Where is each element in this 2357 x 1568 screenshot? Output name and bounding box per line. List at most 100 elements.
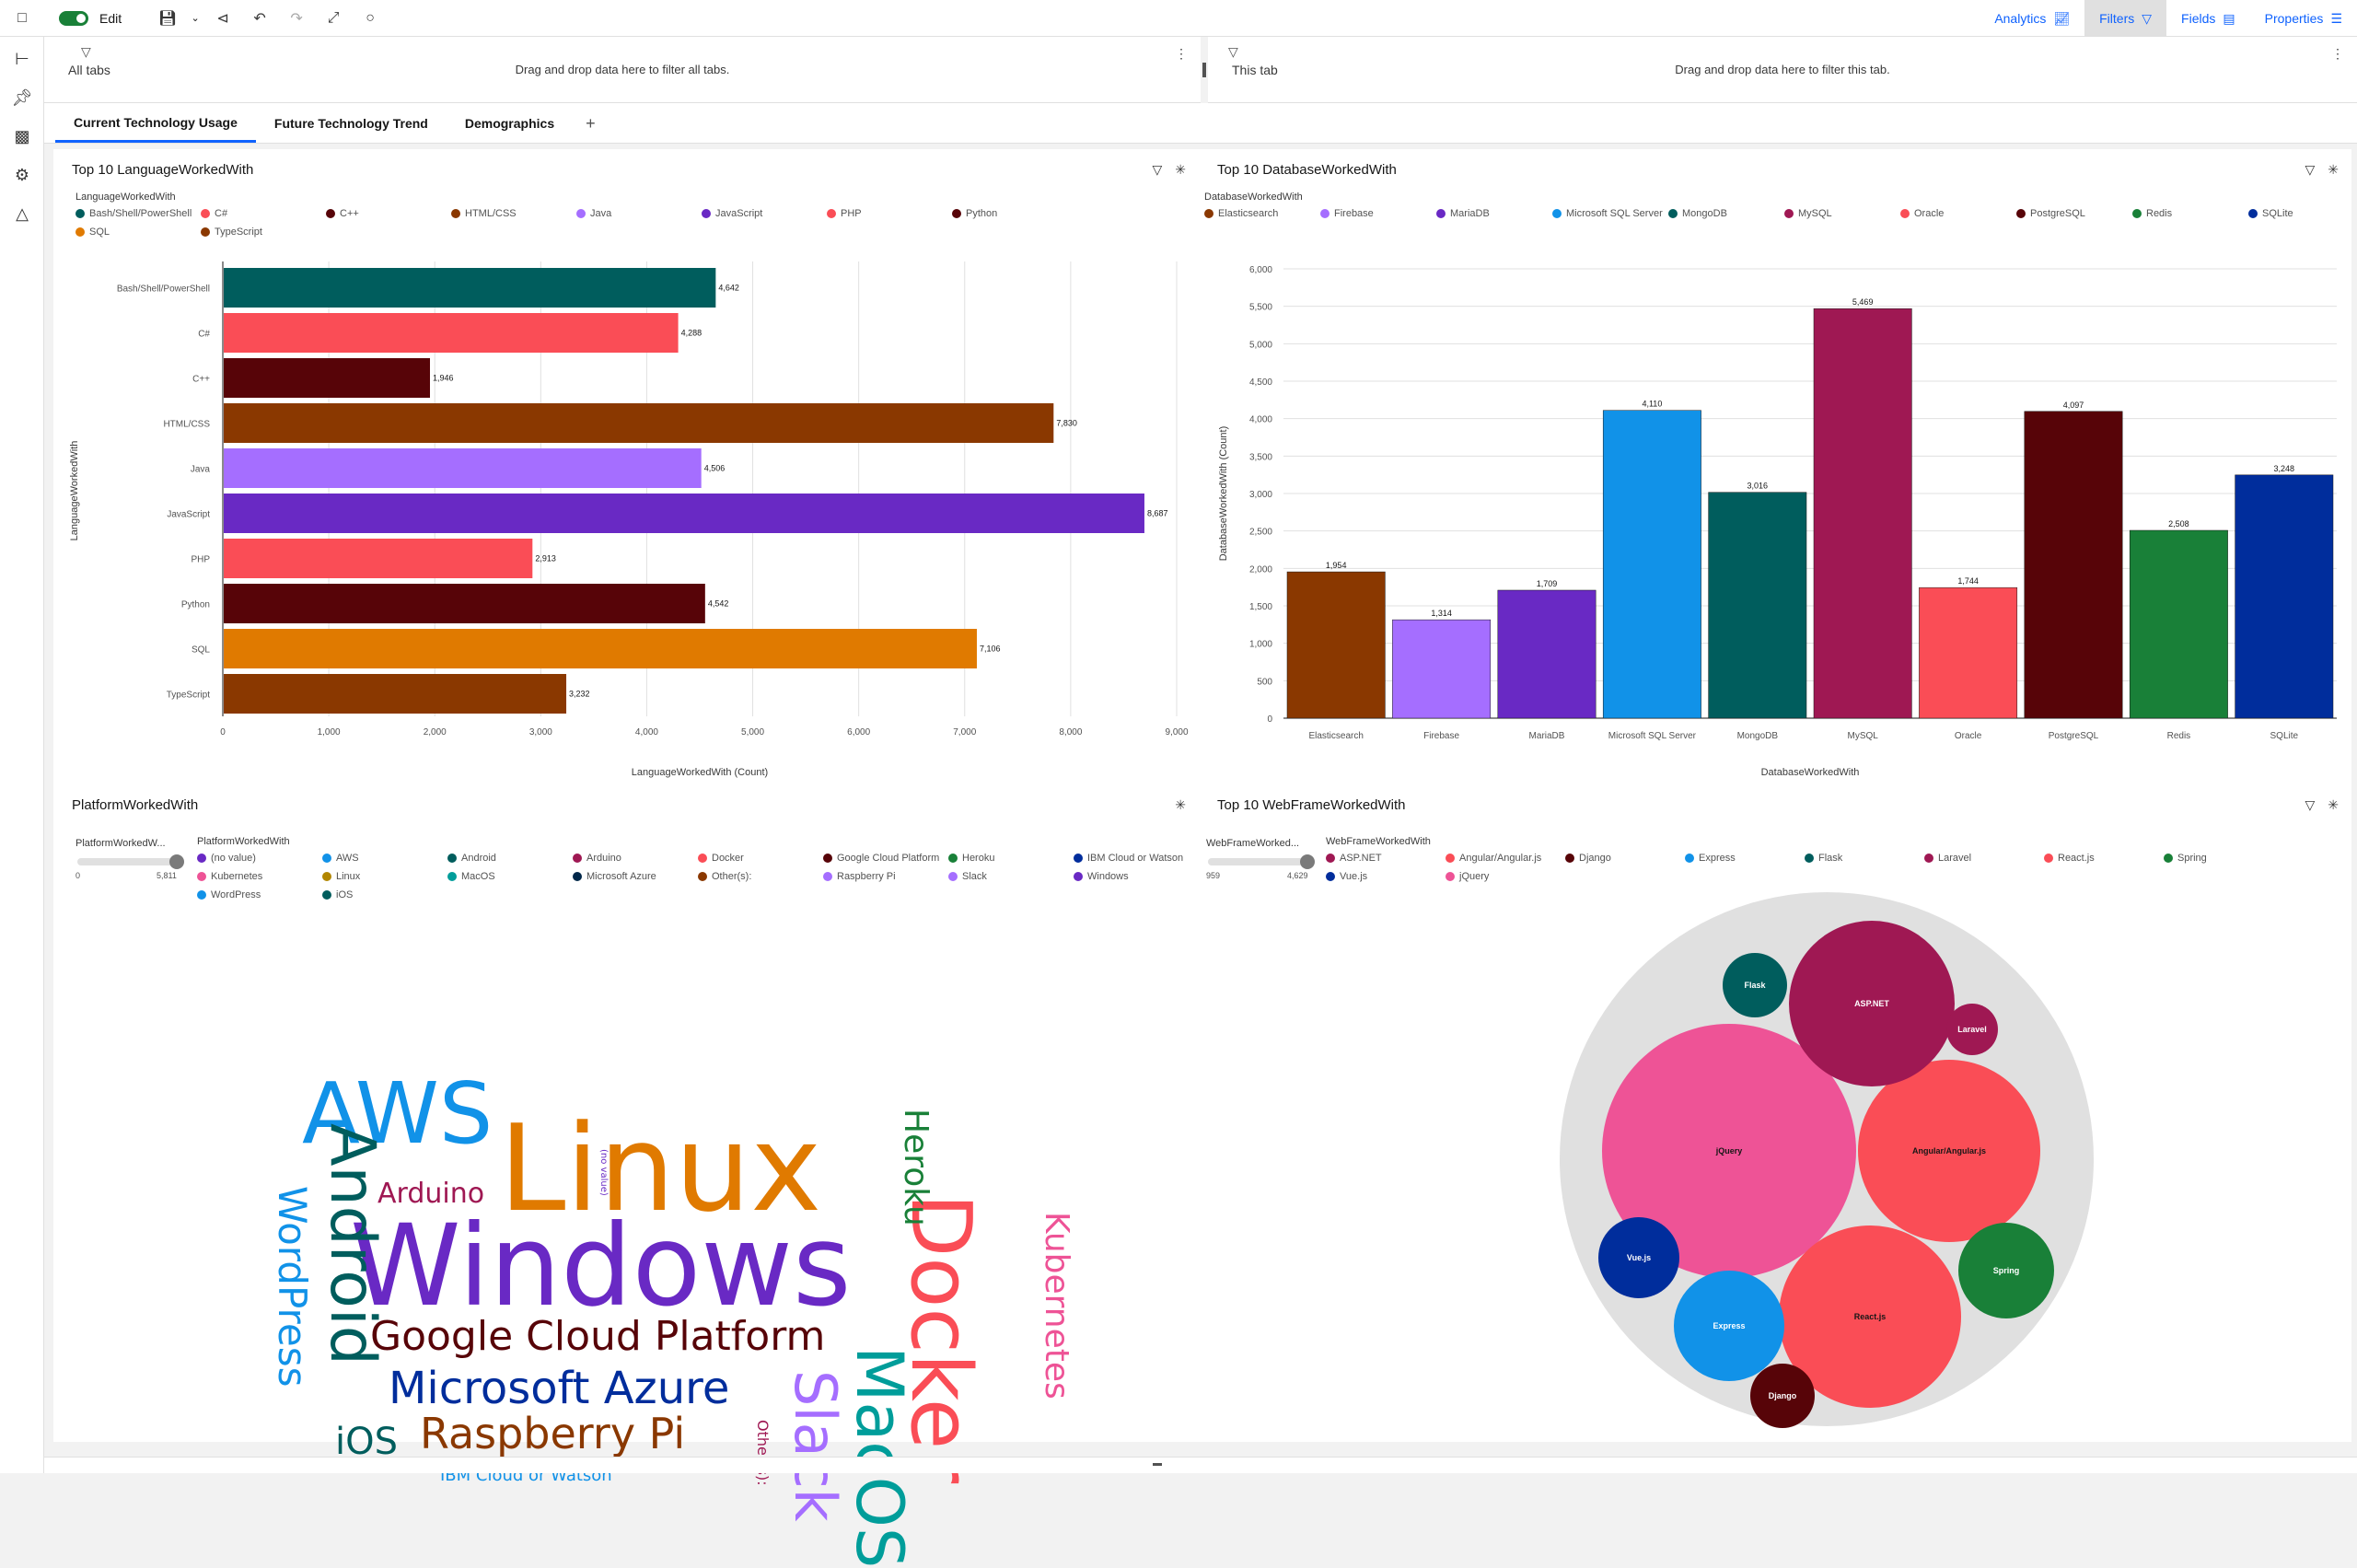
legend-item[interactable]: PHP: [827, 208, 862, 219]
word-cloud-word[interactable]: Kubernetes: [1038, 1212, 1075, 1400]
all-tabs-filter[interactable]: ▽ All tabs Drag and drop data here to fi…: [44, 37, 1201, 103]
legend-item[interactable]: SQL: [75, 226, 110, 238]
share-icon[interactable]: ⊲: [216, 10, 229, 27]
assistant-icon[interactable]: ⚙: [14, 165, 30, 184]
filters-button[interactable]: Filters ▽: [2084, 0, 2167, 37]
filter-icon[interactable]: ▽: [2305, 797, 2316, 812]
edit-toggle[interactable]: [59, 10, 88, 26]
legend-item[interactable]: (no value): [197, 853, 256, 864]
legend-item[interactable]: TypeScript: [201, 226, 262, 238]
visualizations-icon[interactable]: ▩: [14, 126, 30, 145]
word-cloud-word[interactable]: Arduino: [377, 1178, 485, 1210]
word-cloud-word[interactable]: iOS: [335, 1421, 398, 1463]
filter-splitter[interactable]: [1202, 63, 1206, 77]
panel-resize-handle[interactable]: ▬: [1153, 1458, 1162, 1469]
relationship-icon[interactable]: ○: [366, 9, 375, 26]
legend-item[interactable]: ASP.NET: [1326, 853, 1382, 864]
legend-item[interactable]: Python: [952, 208, 997, 219]
legend-item[interactable]: C#: [201, 208, 227, 219]
legend-item[interactable]: Google Cloud Platform: [823, 853, 939, 864]
redo-icon[interactable]: ↷: [290, 10, 303, 27]
focus-icon[interactable]: ✳: [2328, 162, 2339, 177]
language-widget[interactable]: Top 10 LanguageWorkedWith ▽ ✳ LanguageWo…: [53, 149, 1199, 784]
comment-icon[interactable]: □: [17, 9, 27, 26]
legend-item[interactable]: Linux: [322, 871, 360, 882]
legend-item[interactable]: React.js: [2044, 853, 2095, 864]
legend-item[interactable]: Vue.js: [1326, 871, 1367, 882]
properties-button[interactable]: Properties ☰: [2264, 10, 2342, 27]
legend-item[interactable]: MariaDB: [1436, 208, 1490, 219]
save-icon[interactable]: 💾︎: [157, 10, 178, 27]
tab-demographics[interactable]: Demographics: [464, 116, 555, 131]
legend-item[interactable]: Firebase: [1320, 208, 1374, 219]
legend-item[interactable]: PostgreSQL: [2016, 208, 2085, 219]
word-cloud-word[interactable]: Linux: [499, 1098, 822, 1238]
legend-item[interactable]: SQLite: [2248, 208, 2293, 219]
word-cloud-word[interactable]: Raspberry Pi: [420, 1409, 686, 1458]
focus-icon[interactable]: ✳: [1175, 162, 1186, 177]
fields-button[interactable]: Fields ▤: [2181, 10, 2235, 27]
legend-item[interactable]: JavaScript: [702, 208, 762, 219]
legend-item[interactable]: C++: [326, 208, 359, 219]
word-cloud-word[interactable]: Other(s):: [754, 1420, 772, 1486]
legend-item[interactable]: MongoDB: [1668, 208, 1727, 219]
legend-item[interactable]: MacOS: [447, 871, 495, 882]
legend-item[interactable]: Redis: [2132, 208, 2172, 219]
legend-item[interactable]: Java: [576, 208, 611, 219]
legend-item[interactable]: Android: [447, 853, 496, 864]
overflow-menu-icon[interactable]: ⋮: [2331, 46, 2344, 61]
slider-knob-max[interactable]: [1300, 854, 1315, 869]
word-cloud-word[interactable]: Microsoft Azure: [389, 1363, 730, 1414]
legend-item[interactable]: Elasticsearch: [1204, 208, 1278, 219]
save-dropdown-chevron-icon[interactable]: ⌄: [191, 13, 200, 24]
tab-future-technology-trend[interactable]: Future Technology Trend: [273, 116, 428, 131]
legend-item[interactable]: jQuery: [1446, 871, 1489, 882]
focus-icon[interactable]: ✳: [1175, 797, 1186, 812]
legend-item[interactable]: HTML/CSS: [451, 208, 517, 219]
legend-item[interactable]: Microsoft SQL Server: [1552, 208, 1663, 219]
legend-item[interactable]: Docker: [698, 853, 744, 864]
pin-icon[interactable]: 📌︎: [11, 87, 33, 107]
platform-widget[interactable]: PlatformWorkedWith ✳ PlatformWorkedW... …: [53, 784, 1199, 1568]
legend-item[interactable]: Slack: [948, 871, 987, 882]
range-slider[interactable]: [77, 854, 184, 869]
overflow-menu-icon[interactable]: ⋮: [1175, 46, 1188, 61]
collapse-icon[interactable]: ⤢: [327, 9, 340, 26]
legend-item[interactable]: Spring: [2164, 853, 2207, 864]
legend-item[interactable]: WordPress: [197, 889, 261, 900]
legend-item[interactable]: Other(s):: [698, 871, 751, 882]
add-tab-button[interactable]: +: [586, 113, 596, 133]
legend-item[interactable]: Bash/Shell/PowerShell: [75, 208, 192, 219]
database-widget[interactable]: Top 10 DatabaseWorkedWith ▽ ✳ DatabaseWo…: [1199, 149, 2351, 784]
legend-item[interactable]: Raspberry Pi: [823, 871, 896, 882]
legend-item[interactable]: Django: [1565, 853, 1611, 864]
webframe-widget[interactable]: Top 10 WebFrameWorkedWith ▽ ✳ WebFrameWo…: [1199, 784, 2351, 1442]
word-cloud-word[interactable]: AWS: [302, 1064, 493, 1163]
word-cloud-word[interactable]: (no value): [598, 1149, 609, 1196]
legend-item[interactable]: Flask: [1805, 853, 1842, 864]
legend-item[interactable]: Laravel: [1924, 853, 1971, 864]
legend-item[interactable]: Heroku: [948, 853, 994, 864]
range-slider[interactable]: [1208, 854, 1315, 869]
legend-item[interactable]: Express: [1685, 853, 1736, 864]
legend-item[interactable]: Microsoft Azure: [573, 871, 656, 882]
filter-icon[interactable]: ▽: [1152, 162, 1163, 177]
legend-item[interactable]: iOS: [322, 889, 353, 900]
analytics-button[interactable]: Analytics 📈︎: [1994, 10, 2071, 27]
insights-icon[interactable]: △: [16, 203, 29, 223]
legend-item[interactable]: MySQL: [1784, 208, 1832, 219]
slider-knob-max[interactable]: [169, 854, 184, 869]
word-cloud-word[interactable]: Windows: [350, 1201, 852, 1331]
word-cloud-word[interactable]: Slack: [782, 1370, 849, 1522]
word-cloud-word[interactable]: Google Cloud Platform: [370, 1313, 826, 1360]
tab-current-technology-usage[interactable]: Current Technology Usage: [55, 104, 256, 143]
word-cloud-word[interactable]: WordPress: [270, 1186, 315, 1388]
data-tree-icon[interactable]: ⊢: [15, 49, 29, 68]
legend-item[interactable]: Kubernetes: [197, 871, 262, 882]
legend-item[interactable]: Angular/Angular.js: [1446, 853, 1541, 864]
legend-item[interactable]: Oracle: [1900, 208, 1944, 219]
filter-icon[interactable]: ▽: [2305, 162, 2316, 177]
legend-item[interactable]: Arduino: [573, 853, 621, 864]
this-tab-filter[interactable]: ▽ This tab Drag and drop data here to fi…: [1208, 37, 2357, 103]
legend-item[interactable]: Windows: [1074, 871, 1129, 882]
